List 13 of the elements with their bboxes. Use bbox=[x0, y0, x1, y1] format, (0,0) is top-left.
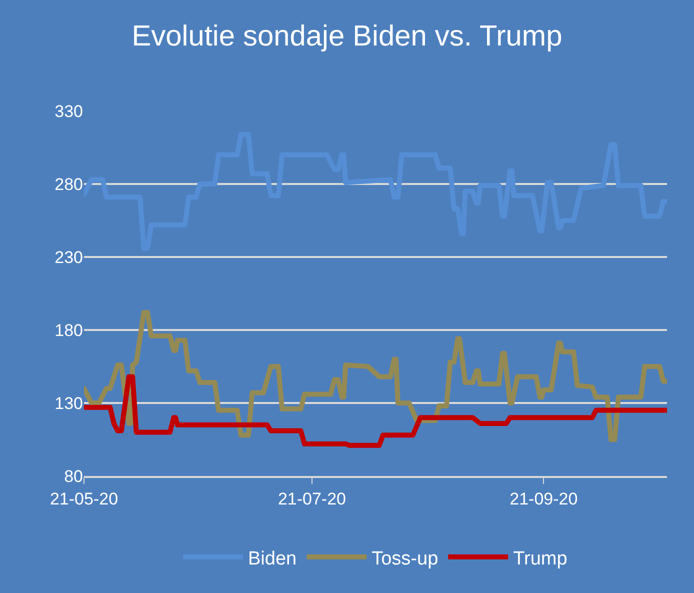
y-tick-label: 180 bbox=[54, 320, 83, 340]
y-tick-label: 80 bbox=[64, 466, 83, 486]
y-tick-label: 130 bbox=[54, 394, 83, 413]
y-tick-label: 230 bbox=[54, 248, 83, 267]
x-tick-label: 21-09-20 bbox=[510, 489, 578, 508]
y-tick-label: 280 bbox=[54, 174, 83, 194]
x-tick-label: 21-05-20 bbox=[50, 489, 118, 508]
legend-label: Biden bbox=[248, 548, 297, 570]
legend-label: Trump bbox=[513, 548, 568, 570]
legend-label: Toss-up bbox=[372, 548, 438, 570]
chart-title: Evolutie sondaje Biden vs. Trump bbox=[132, 20, 562, 53]
y-tick-label: 330 bbox=[54, 102, 83, 121]
x-tick-label: 21-07-20 bbox=[278, 489, 346, 508]
